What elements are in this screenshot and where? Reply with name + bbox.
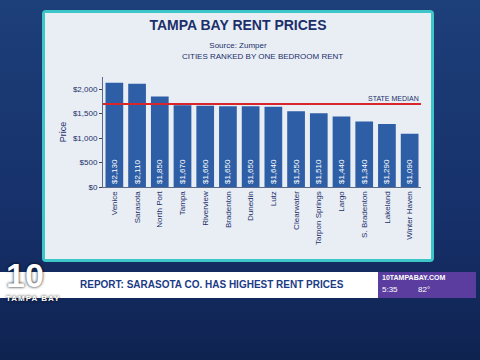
- html-text:TAMPA BAY: TAMPA BAY: [6, 294, 61, 303]
- svg-text:$2,000: $2,000: [73, 85, 98, 94]
- svg-text:Riverview: Riverview: [201, 191, 210, 226]
- svg-text:$1,290: $1,290: [382, 159, 391, 184]
- svg-text:Lutz: Lutz: [269, 191, 278, 206]
- svg-text:Winter Haven: Winter Haven: [405, 191, 414, 239]
- html-text:10: 10: [6, 256, 44, 294]
- svg-text:Tampa: Tampa: [178, 191, 187, 216]
- svg-text:$1,000: $1,000: [73, 134, 98, 143]
- svg-text:$1,440: $1,440: [337, 159, 346, 184]
- svg-text:$2,110: $2,110: [133, 160, 142, 184]
- svg-text:$1,850: $1,850: [155, 159, 164, 184]
- svg-text:Bradenton: Bradenton: [224, 191, 233, 228]
- html-text:82°: 82°: [418, 285, 431, 294]
- svg-text:TAMPA BAY RENT PRICESSource: Z: TAMPA BAY RENT PRICESSource: Zumper: [149, 17, 326, 50]
- svg-text:$500: $500: [80, 158, 98, 167]
- svg-text:Sarasota: Sarasota: [133, 191, 142, 224]
- html-text:10TAMPABAY.COM: 10TAMPABAY.COM: [382, 274, 446, 281]
- svg-text:$1,510: $1,510: [314, 159, 323, 184]
- svg-text:$1,640: $1,640: [269, 159, 278, 184]
- svg-text:North Port: North Port: [155, 190, 164, 227]
- svg-text:Largo: Largo: [337, 191, 346, 212]
- svg-text:Dunedin: Dunedin: [246, 191, 255, 221]
- svg-text:$1,650: $1,650: [223, 159, 232, 184]
- svg-text:Clearwater: Clearwater: [292, 191, 301, 230]
- svg-text:$1,670: $1,670: [178, 159, 187, 184]
- svg-text:$1,660: $1,660: [201, 159, 210, 184]
- svg-text:Tarpon Springs: Tarpon Springs: [314, 191, 323, 245]
- svg-text:$1,500: $1,500: [73, 109, 98, 118]
- svg-text:CITIES RANKED BY ONE BEDROOM R: CITIES RANKED BY ONE BEDROOM RENT: [182, 52, 343, 61]
- svg-text:$1,340: $1,340: [360, 159, 369, 184]
- svg-text:$1,650: $1,650: [246, 159, 255, 184]
- svg-text:$1,090: $1,090: [405, 159, 414, 184]
- html-text:5:35: 5:35: [382, 285, 398, 294]
- svg-text:S. Bradenton: S. Bradenton: [360, 191, 369, 238]
- html-text:REPORT: SARASOTA CO. HAS HIGHE: REPORT: SARASOTA CO. HAS HIGHEST RENT PR…: [80, 279, 344, 290]
- svg-text:Venice: Venice: [110, 191, 119, 216]
- svg-text:$1,550: $1,550: [292, 159, 301, 184]
- svg-text:$0: $0: [88, 183, 97, 192]
- svg-text:Lakeland: Lakeland: [383, 191, 392, 223]
- svg-text:$2,130: $2,130: [110, 159, 119, 184]
- svg-text:STATE MEDIAN: STATE MEDIAN: [368, 95, 419, 102]
- svg-text:Price: Price: [58, 122, 68, 143]
